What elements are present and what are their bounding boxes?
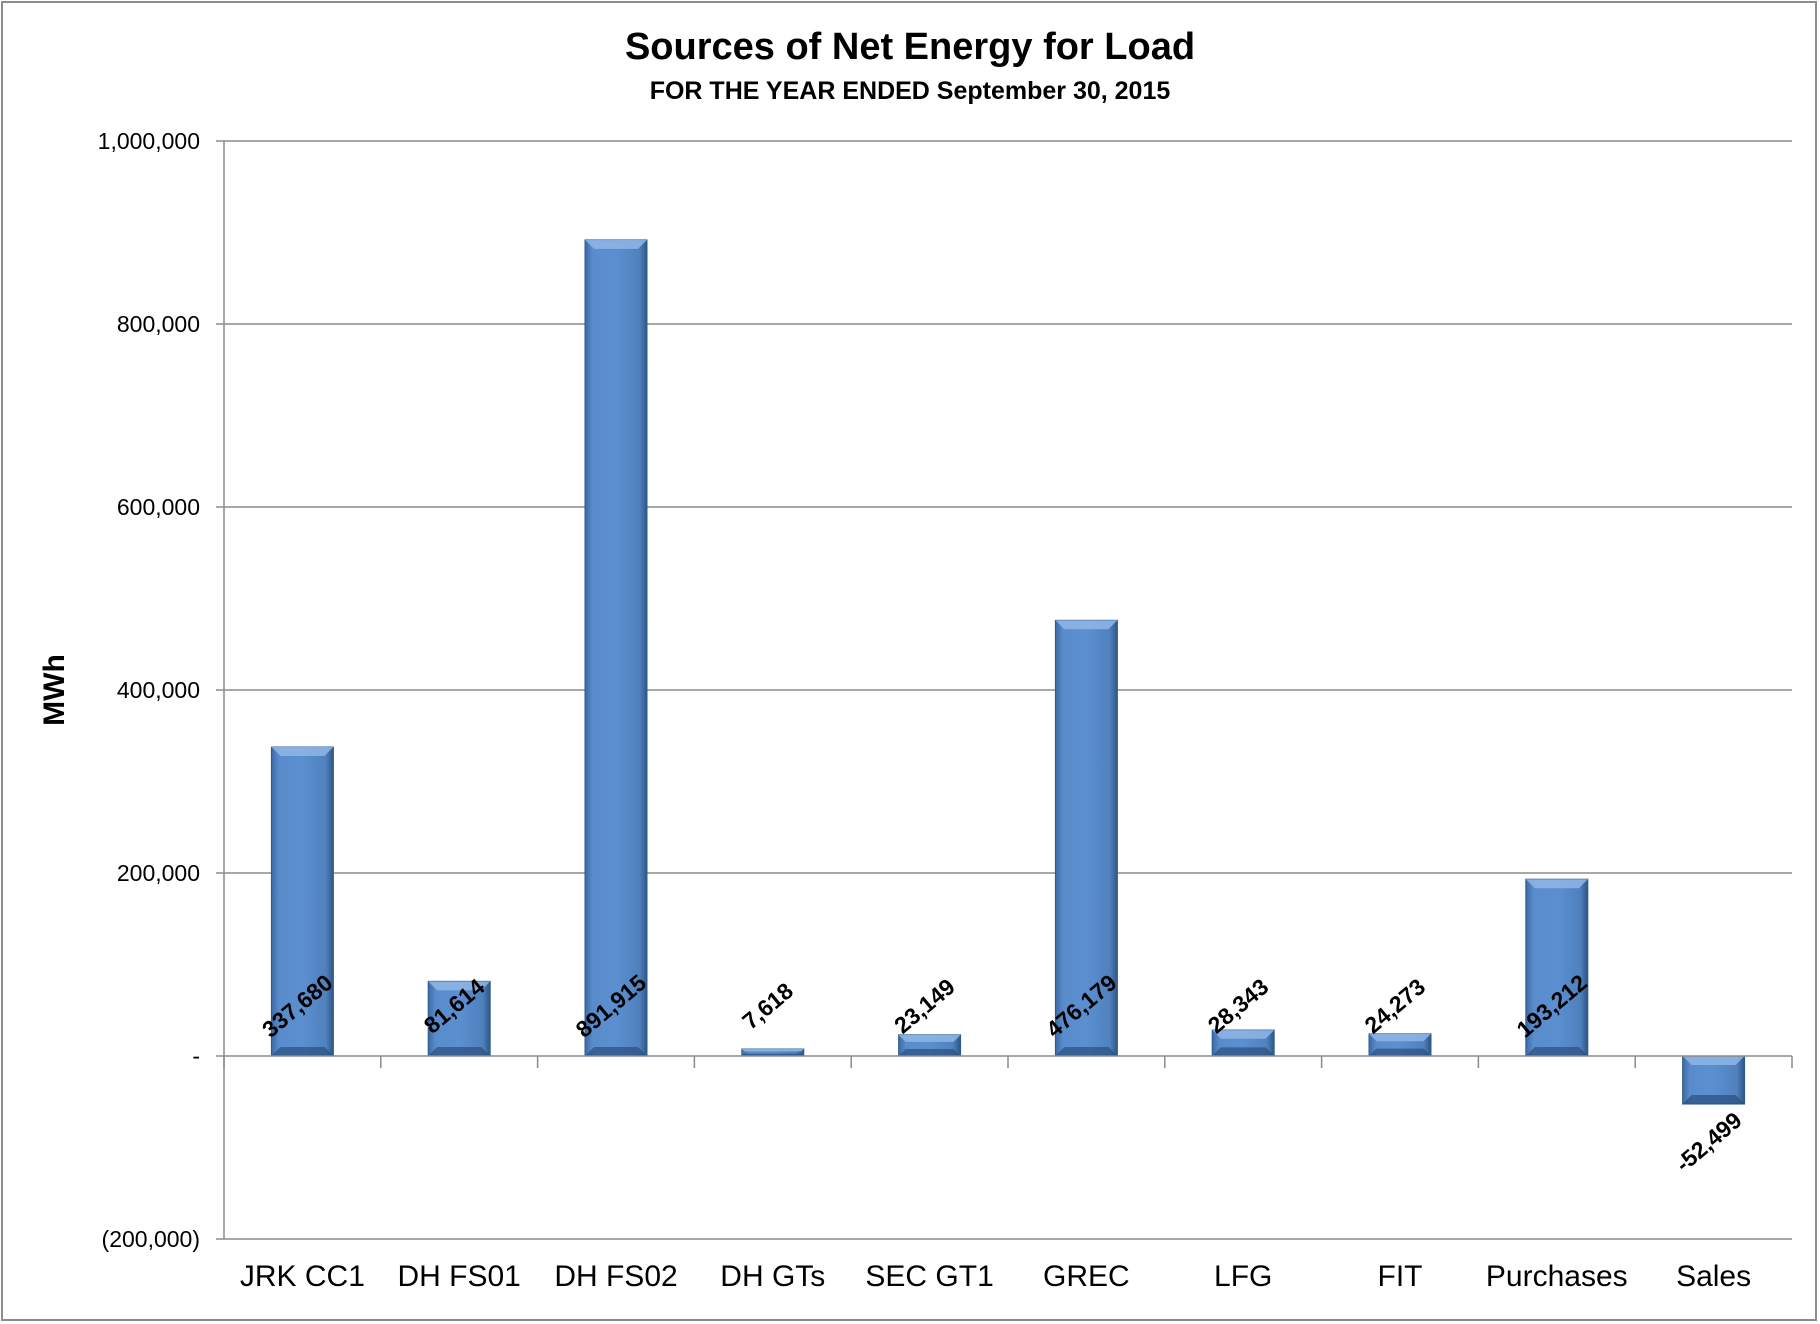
bar-bevel-bottom <box>1055 1047 1118 1056</box>
bar-bevel-bottom <box>428 1047 491 1056</box>
bar-body <box>270 746 334 1057</box>
bar-bevel-bottom <box>1525 1047 1588 1056</box>
bar-sec-gt1 <box>898 1034 962 1057</box>
x-category-label: DH FS01 <box>398 1260 521 1293</box>
bar-grec <box>1054 619 1118 1057</box>
y-tick-label: 1,000,000 <box>98 128 200 154</box>
bar-sales <box>1682 1055 1746 1105</box>
data-label: -52,499 <box>1670 1107 1746 1177</box>
y-tick-label: 400,000 <box>117 677 200 703</box>
x-category-label: Sales <box>1676 1260 1751 1293</box>
x-category-label: LFG <box>1214 1260 1272 1293</box>
data-label: 24,273 <box>1360 973 1431 1038</box>
bar-jrk-cc1 <box>270 746 334 1057</box>
y-tick-label: 600,000 <box>117 494 200 520</box>
data-label: 23,149 <box>889 973 960 1038</box>
chart-subtitle: FOR THE YEAR ENDED September 30, 2015 <box>649 77 1171 105</box>
bar-bevel-top <box>1369 1033 1431 1042</box>
bar-bevel-bottom <box>1682 1095 1745 1105</box>
y-axis-label: MWh <box>38 654 71 726</box>
x-category-label: DH GTs <box>720 1260 825 1293</box>
bar-bevel-top <box>271 747 334 757</box>
data-label: 7,618 <box>737 977 798 1034</box>
bar-bevel-top <box>898 1034 961 1042</box>
bar-bevel-top <box>1212 1030 1275 1039</box>
bar-bevel-top <box>428 981 491 991</box>
bar-bevel-bottom <box>1212 1047 1275 1056</box>
bar-body <box>427 980 491 1057</box>
bar-bevel-top <box>1682 1056 1745 1065</box>
bar-fit <box>1368 1033 1432 1057</box>
y-tick-label: (200,000) <box>102 1226 200 1252</box>
bar-bevel-top <box>1525 879 1588 889</box>
y-tick-label: 200,000 <box>117 860 200 886</box>
bar-body <box>1525 878 1589 1057</box>
x-category-label: Purchases <box>1486 1260 1628 1293</box>
bar-bevel-bottom <box>585 1047 647 1056</box>
bar-dh-gts <box>741 1048 805 1057</box>
bar-body <box>1054 619 1118 1057</box>
y-tick-label: - <box>192 1043 200 1069</box>
x-category-label: JRK CC1 <box>240 1260 365 1293</box>
bar-dh-fs01 <box>427 980 491 1057</box>
bar-lfg <box>1211 1029 1275 1057</box>
x-category-label: GREC <box>1043 1260 1130 1293</box>
bar-bevel-bottom <box>898 1048 961 1056</box>
bar-purchases <box>1525 878 1589 1057</box>
bar-bevel-bottom <box>271 1047 334 1056</box>
bar-bevel-top <box>585 239 647 249</box>
bar-bevel-bottom <box>1369 1048 1431 1056</box>
y-tick-label: 800,000 <box>117 311 200 337</box>
x-category-label: FIT <box>1378 1260 1423 1293</box>
x-category-label: SEC GT1 <box>865 1260 993 1293</box>
bar-dh-fs02 <box>584 239 648 1057</box>
data-label: 28,343 <box>1203 973 1274 1038</box>
bar-bevel-top <box>1055 620 1118 630</box>
x-category-label: DH FS02 <box>554 1260 677 1293</box>
chart-title: Sources of Net Energy for Load <box>624 26 1196 68</box>
bar-bevel-top <box>741 1049 804 1052</box>
bar-body <box>584 239 648 1057</box>
